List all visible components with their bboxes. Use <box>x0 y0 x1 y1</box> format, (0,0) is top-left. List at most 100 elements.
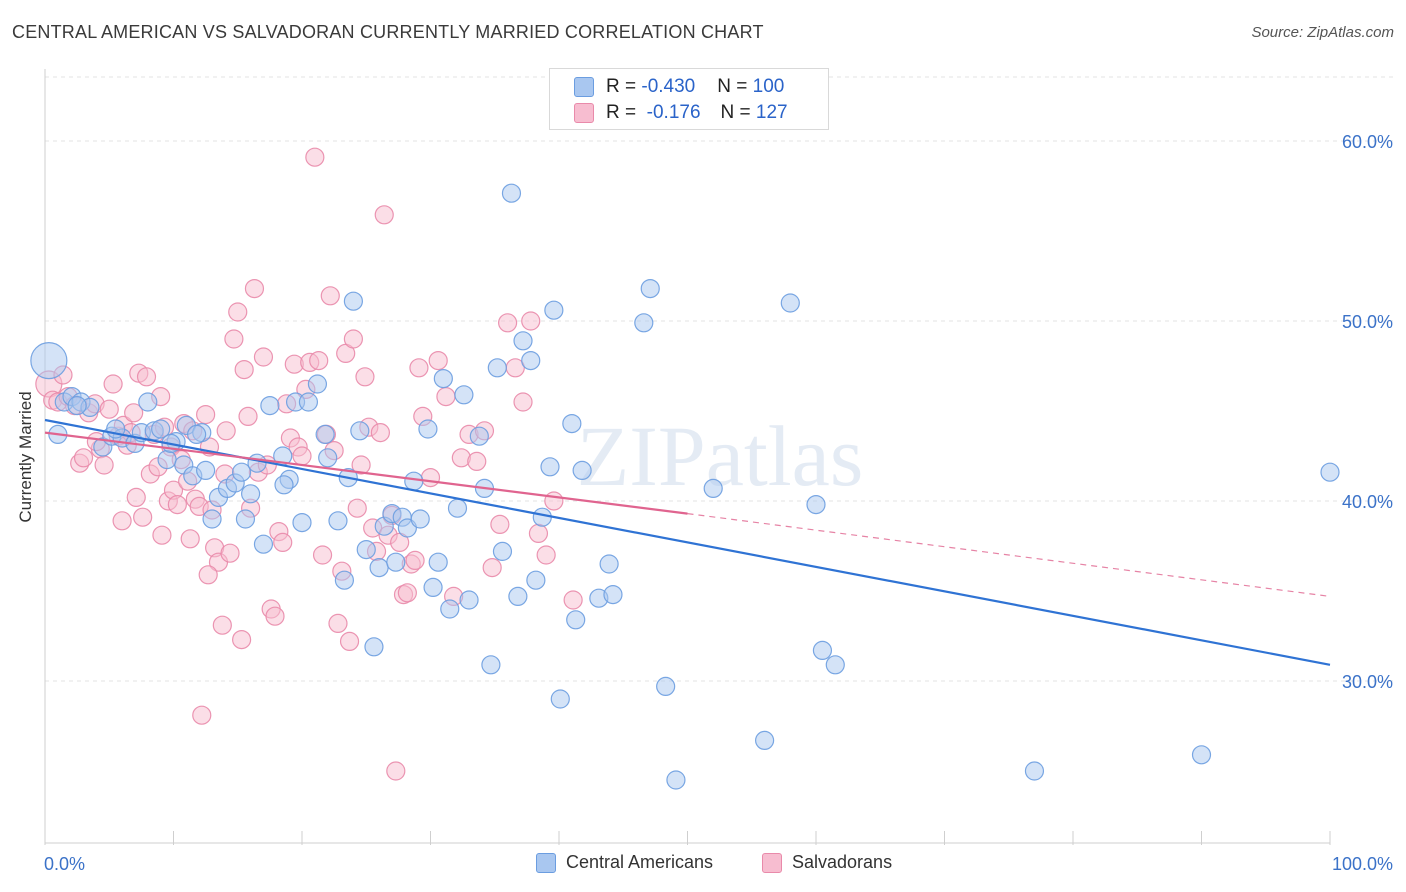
central-americans-point <box>247 453 267 473</box>
central-americans-point <box>501 183 522 203</box>
salvadorans-point <box>152 525 172 545</box>
salvadorans-point <box>397 583 417 603</box>
central-americans-point <box>318 448 338 468</box>
y-tick-label: 50.0% <box>1342 312 1393 332</box>
central-americans-point <box>356 539 376 560</box>
central-americans-point <box>1320 462 1340 482</box>
central-americans-point <box>260 396 280 416</box>
legend-swatch-blue <box>536 852 556 873</box>
legend-item-salvadorans[interactable]: Salvadorans <box>762 852 892 873</box>
central-americans-point <box>447 498 468 518</box>
legend-swatch-pink <box>762 852 782 873</box>
salvadorans-point <box>536 545 556 565</box>
salvadorans-point <box>198 565 218 585</box>
central-americans-point <box>298 392 319 412</box>
salvadorans-point <box>355 367 375 387</box>
central-americans-point <box>334 570 355 590</box>
central-americans-point <box>253 534 274 554</box>
salvadorans-point <box>112 511 132 531</box>
central-americans-point <box>508 586 528 607</box>
salvadorans-point <box>320 286 340 306</box>
central-americans-point <box>780 293 800 313</box>
legend-n-value: 100 <box>752 76 785 97</box>
y-tick-label: 30.0% <box>1342 672 1393 692</box>
central-americans-point <box>30 342 68 380</box>
central-americans-point <box>241 484 261 504</box>
central-americans-point <box>138 392 158 412</box>
salvadorans-point <box>351 455 371 475</box>
salvadorans-point <box>73 448 94 468</box>
legend-r-label: R = <box>606 102 642 123</box>
central-americans-point <box>566 610 586 630</box>
salvadorans-point <box>224 329 244 349</box>
salvadorans-point <box>126 487 146 507</box>
legend-n-label: N = <box>717 76 753 97</box>
central-americans-point <box>364 637 384 657</box>
salvadorans-point <box>238 406 258 426</box>
central-americans-point <box>410 509 430 529</box>
salvadorans-trend-line <box>44 431 688 515</box>
legend-item-central-americans[interactable]: Central Americans <box>536 852 713 873</box>
trend-lines <box>44 418 1331 666</box>
salvadorans-point <box>124 403 144 423</box>
salvadorans-point <box>528 523 549 544</box>
salvadorans-point <box>292 446 312 466</box>
salvadorans-point <box>467 451 487 471</box>
salvadorans-point <box>312 545 333 565</box>
central-americans-point <box>328 511 348 531</box>
central-americans-point <box>812 640 833 661</box>
source-credit: Source: ZipAtlas.com <box>1251 24 1394 41</box>
central-americans-point <box>307 374 328 394</box>
salvadorans-point <box>339 631 360 652</box>
central-americans-point <box>544 300 564 320</box>
salvadorans-point <box>94 455 114 475</box>
salvadorans-point <box>136 367 157 387</box>
central-americans-point <box>428 552 448 572</box>
central-americans-point <box>404 471 424 491</box>
salvadorans-point <box>265 606 285 626</box>
central-americans-point <box>433 369 453 389</box>
central-americans-point <box>232 462 252 482</box>
central-americans-point <box>513 331 533 351</box>
legend-swatch-pink <box>574 103 594 123</box>
salvadorans-point <box>234 360 254 380</box>
central-americans-point <box>202 509 222 529</box>
central-americans-point <box>656 676 676 697</box>
stats-legend: R = -0.430 N = 100 R = -0.176 N = 127 <box>549 68 829 130</box>
central-americans-point <box>666 770 686 790</box>
central-americans-point <box>187 424 207 444</box>
legend-r-value: -0.176 <box>641 102 701 123</box>
salvadorans-point <box>133 507 153 527</box>
central-americans-point <box>459 590 479 610</box>
salvadorans-point <box>370 423 390 443</box>
central-americans-point <box>599 554 619 574</box>
central-americans-point <box>634 313 654 333</box>
salvadorans-point <box>482 557 502 578</box>
salvadorans-points <box>35 147 583 781</box>
central-americans-point <box>1024 761 1045 781</box>
central-americans-point <box>550 689 570 709</box>
x-tick-label: 0.0% <box>44 854 85 874</box>
central-americans-point <box>825 655 845 675</box>
legend-n-value: 127 <box>755 102 788 123</box>
central-americans-point <box>274 475 294 495</box>
central-americans-point <box>1191 745 1212 765</box>
salvadorans-point <box>196 405 216 425</box>
central-americans-point <box>603 584 623 605</box>
salvadorans-point <box>420 468 441 488</box>
salvadorans-point <box>490 514 510 535</box>
salvadorans-point <box>347 498 367 518</box>
central-americans-point <box>562 414 582 434</box>
series-legend: Central Americans Salvadorans <box>0 852 1406 878</box>
central-americans-point <box>157 450 177 470</box>
salvadorans-point <box>409 358 429 378</box>
legend-label-central-americans: Central Americans <box>566 852 714 872</box>
x-tick-label: 100.0% <box>1332 854 1393 874</box>
central-americans-point <box>386 552 406 572</box>
salvadorans-point <box>521 311 541 331</box>
legend-label-salvadorans: Salvadorans <box>792 852 893 872</box>
central-americans-point <box>540 457 560 477</box>
salvadorans-point <box>167 495 187 515</box>
central-americans-point <box>343 291 363 311</box>
salvadorans-point <box>220 543 240 563</box>
